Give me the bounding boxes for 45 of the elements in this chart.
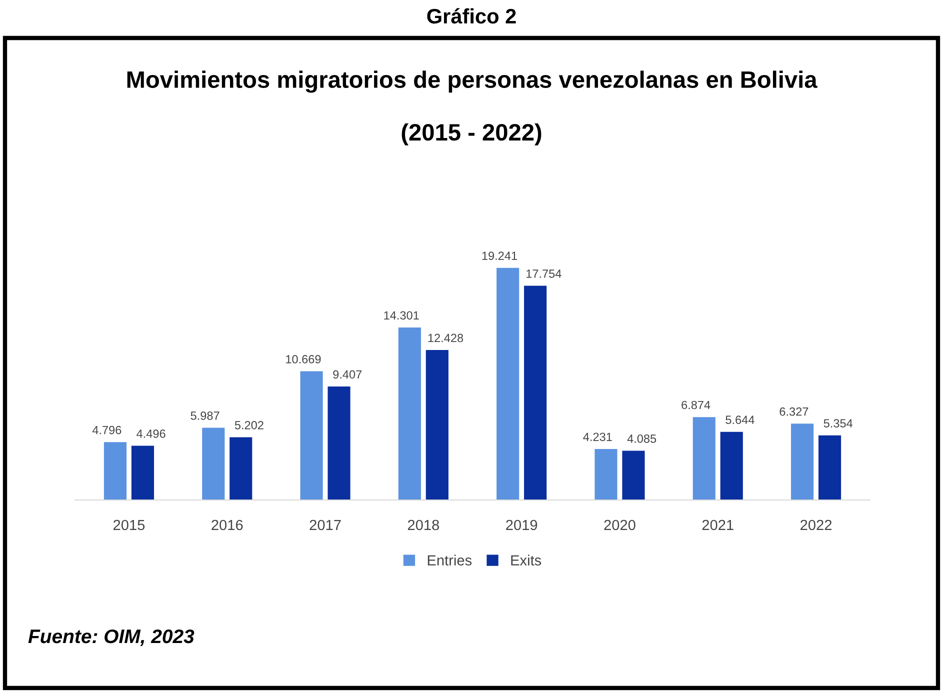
data-label: 9.407 [333,370,362,379]
bar [818,435,842,500]
bar [230,437,252,500]
data-label: 17.754 [526,270,562,278]
data-label: 4.231 [583,432,612,442]
bar [594,448,618,500]
legend-label: Exits [511,554,542,566]
bar [104,442,127,500]
x-tick-label: 2018 [408,520,440,530]
legend-label: Entries [428,554,472,566]
data-label: 14.301 [384,311,419,320]
bar [202,428,225,500]
bar [622,450,645,500]
bar [426,350,448,500]
bar [790,424,814,500]
data-label: 5.987 [190,412,220,420]
data-label: 4.496 [136,430,166,438]
data-label: 4.796 [92,426,122,434]
x-tick-label: 2015 [113,520,145,530]
data-label: 5.354 [824,419,853,428]
data-label: 10.669 [286,355,321,364]
bar [300,371,323,500]
bar [524,286,547,500]
x-tick-label: 2022 [800,520,832,530]
data-label: 19.241 [482,252,517,260]
x-tick-label: 2017 [310,520,341,530]
bar [328,386,350,500]
text: Movimientos migratorios de personas venezolanas en Bolivia (2015 - 2022) [127,70,818,146]
data-label: 4.085 [627,434,656,443]
bar [692,417,716,500]
chart-title: Gráfico 2 [427,8,516,24]
x-tick-label: 2021 [702,520,734,530]
bar [720,432,743,500]
bar [496,268,520,500]
bar [398,327,421,500]
data-label: 5.644 [726,416,754,424]
x-tick-label: 2016 [212,520,243,530]
data-label: 5.202 [234,420,264,430]
x-tick-label: 2020 [604,520,636,530]
x-tick-label: 2019 [506,520,538,530]
data-label: 6.327 [780,407,808,416]
data-label: 6.874 [682,400,710,410]
source-note: Fuente: OIM, 2023 [28,629,194,646]
data-label: 12.428 [428,334,464,342]
bar [131,446,154,500]
